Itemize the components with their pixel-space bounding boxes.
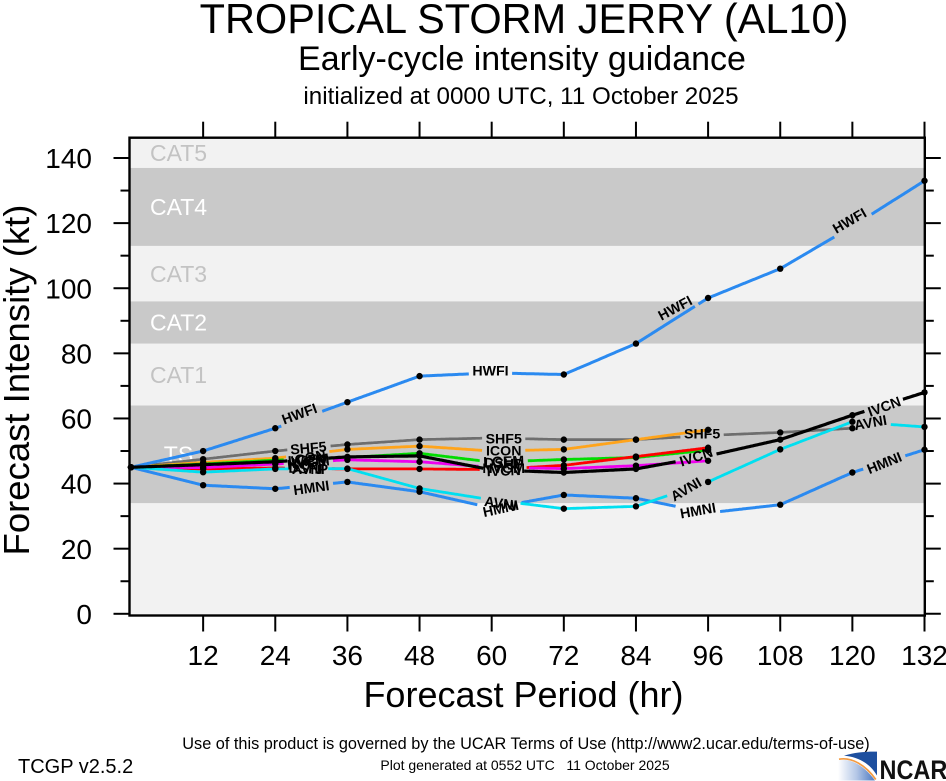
- xtick-label-108: 108: [757, 640, 804, 671]
- ytick-label-80: 80: [61, 338, 92, 369]
- marker-AVNI-24: [272, 466, 278, 472]
- marker-HWFI-84: [633, 340, 639, 346]
- marker-HMNI-12: [200, 482, 206, 488]
- band-below-ts: [130, 503, 925, 614]
- xtick-label-48: 48: [404, 640, 435, 671]
- marker-HWFI-132: [921, 178, 927, 184]
- marker-SHF5-108: [777, 429, 783, 435]
- band-CAT5: [130, 138, 925, 168]
- marker-HMNI-132: [921, 447, 927, 453]
- ncar-logo-textbox: NCAR: [880, 756, 946, 781]
- band-label-CAT4: CAT4: [150, 194, 207, 220]
- line-label-HWFI: HWFI: [472, 363, 508, 379]
- marker-HMNI-84: [633, 495, 639, 501]
- marker-HMNI-120: [849, 469, 855, 475]
- marker-LGEM-72: [561, 456, 567, 462]
- marker-DSHP-84: [633, 453, 639, 459]
- marker-IVCN-72: [561, 469, 567, 475]
- marker-AVNI-48: [416, 485, 422, 491]
- marker-NVGM-48: [416, 459, 422, 465]
- marker-HWFI-24: [272, 425, 278, 431]
- marker-IVCN-24: [272, 459, 278, 465]
- marker-IVCN-132: [921, 389, 927, 395]
- marker-AVNI-108: [777, 446, 783, 452]
- marker-ICON-84: [633, 436, 639, 442]
- ytick-label-0: 0: [76, 599, 92, 630]
- band-label-CAT2: CAT2: [150, 310, 207, 336]
- ytick-label-20: 20: [61, 534, 92, 565]
- xtick-label-36: 36: [332, 640, 363, 671]
- ytick-label-60: 60: [61, 404, 92, 435]
- marker-ICON-36: [344, 446, 350, 452]
- ytick-label-140: 140: [45, 143, 92, 174]
- marker-ICON-48: [416, 443, 422, 449]
- marker-AVNI-84: [633, 503, 639, 509]
- y-axis-title: Forecast Intensity (kt): [0, 205, 37, 556]
- x-axis-title: Forecast Period (hr): [363, 674, 683, 715]
- marker-SHF5-24: [272, 448, 278, 454]
- ytick-label-40: 40: [61, 469, 92, 500]
- marker-HWFI-48: [416, 373, 422, 379]
- marker-HMNI-108: [777, 502, 783, 508]
- ytick-label-120: 120: [45, 208, 92, 239]
- ncar-logo: NCAR: [838, 750, 946, 781]
- xtick-label-12: 12: [188, 640, 219, 671]
- marker-HWFI-96: [705, 295, 711, 301]
- marker-IVCN-48: [416, 453, 422, 459]
- ytick-label-100: 100: [45, 273, 92, 304]
- xtick-label-60: 60: [476, 640, 507, 671]
- xtick-label-132: 132: [901, 640, 946, 671]
- xtick-label-84: 84: [620, 640, 651, 671]
- band-CAT4: [130, 168, 925, 246]
- xtick-label-24: 24: [260, 640, 291, 671]
- marker-AVNI-132: [921, 424, 927, 430]
- ncar-swoosh-icon: [838, 752, 877, 781]
- marker-HWFI-108: [777, 265, 783, 271]
- terms-of-use-text: Use of this product is governed by the U…: [182, 735, 869, 754]
- marker-IVCN-84: [633, 466, 639, 472]
- line-label-IVCN: IVCN: [487, 463, 521, 480]
- marker-HMNI-24: [272, 486, 278, 492]
- marker-IVCN-108: [777, 436, 783, 442]
- marker-HWFI-72: [561, 371, 567, 377]
- marker-AVNI-72: [561, 505, 567, 511]
- ncar-logo-text: NCAR: [880, 756, 946, 781]
- band-label-CAT5: CAT5: [150, 140, 207, 166]
- line-label-SHF5: SHF5: [684, 427, 720, 443]
- band-CAT2: [130, 301, 925, 343]
- marker-AVNI-96: [705, 479, 711, 485]
- marker-ICON-72: [561, 446, 567, 452]
- tcgp-version-text: TCGP v2.5.2: [18, 756, 133, 779]
- marker-HWFI-36: [344, 399, 350, 405]
- marker-HMNI-36: [344, 479, 350, 485]
- marker-DSHP-48: [416, 466, 422, 472]
- marker-IVCN-12: [200, 461, 206, 467]
- xtick-label-72: 72: [548, 640, 579, 671]
- marker-HWFI-12: [200, 448, 206, 454]
- xtick-label-96: 96: [693, 640, 724, 671]
- band-label-CAT1: CAT1: [150, 362, 207, 388]
- marker-AVNI-12: [200, 469, 206, 475]
- marker-IVCN-36: [344, 454, 350, 460]
- marker-SHF5-48: [416, 436, 422, 442]
- marker-IVCN-0: [128, 464, 134, 470]
- marker-AVNI-36: [344, 465, 350, 471]
- marker-HMNI-72: [561, 492, 567, 498]
- xtick-label-120: 120: [829, 640, 876, 671]
- band-label-CAT3: CAT3: [150, 261, 207, 287]
- marker-SHF5-72: [561, 436, 567, 442]
- plot-generated-text: Plot generated at 0552 UTC 11 October 20…: [380, 757, 669, 773]
